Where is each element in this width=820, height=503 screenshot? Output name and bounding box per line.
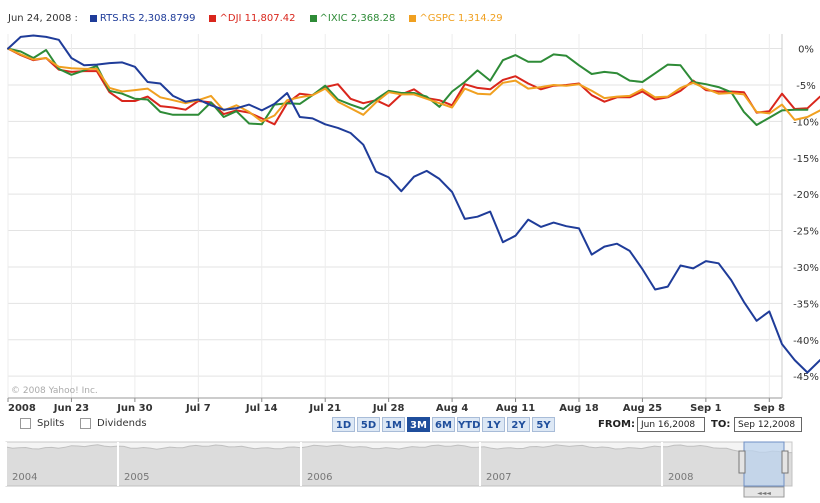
splits-label: Splits [37,418,65,429]
splits-toggle[interactable]: Splits [20,418,64,429]
range-button-5y[interactable]: 5Y [532,417,555,432]
x-tick-label: Aug 11 [496,403,535,414]
y-tick-label: -30% [793,263,819,274]
range-buttons: 1D 5D 1M 3M 6M YTD 1Y 2Y 5Y [332,417,557,432]
legend-date: Jun 24, 2008 : [8,12,78,24]
overview-scroll-thumb[interactable] [743,486,785,498]
overview-year-label: 2006 [307,472,332,483]
x-tick-label: Sep 1 [690,403,722,414]
y-tick-label: -35% [793,299,819,310]
chart-area: 0% -5% -10% -15% -20% -25% -30% -35% -40% -45% 200… [7,34,820,414]
legend-row: Jun 24, 2008 : RTS.RS 2,308.8799 ^DJI 11… [8,10,517,26]
series-line-gspc [7,47,820,123]
overview-selection[interactable] [743,441,785,487]
splits-checkbox[interactable] [20,418,31,429]
legend-item-gspc[interactable]: ^GSPC 1,314.29 [409,12,503,24]
range-button-1y[interactable]: 1Y [482,417,505,432]
overview-year-label: 2008 [668,472,693,483]
x-tick-label: Jul 14 [245,403,278,414]
overview-navigator[interactable]: 2004 2005 2006 2007 2008 ◄◄◄ [0,439,820,500]
legend-item-rts[interactable]: RTS.RS 2,308.8799 [89,12,196,24]
series-line-ixic [7,47,809,126]
dividends-toggle[interactable]: Dividends [80,418,147,429]
x-tick-label: 2008 [8,403,36,414]
legend-label-rts: RTS.RS 2,308.8799 [99,12,196,24]
y-tick-label: -20% [793,190,819,201]
legend-item-dji[interactable]: ^DJI 11,807.42 [209,12,296,24]
from-label: FROM: [598,419,635,430]
x-tick-label: Sep 8 [754,403,786,414]
x-tick-label: Aug 4 [436,403,468,414]
legend-swatch-dji [209,14,217,22]
legend-item-ixic[interactable]: ^IXIC 2,368.28 [309,12,396,24]
x-tick-label: Jun 30 [116,403,152,414]
yahoo-watermark: © 2008 Yahoo! Inc. [11,386,98,396]
legend-label-gspc: ^GSPC 1,314.29 [419,12,503,24]
chart-controls: Splits Dividends 1D 5D 1M 3M 6M YTD 1Y 2Y 5Y FRO… [0,415,820,437]
overview-year-label: 2004 [12,472,37,483]
x-tick-label: Aug 18 [559,403,598,414]
y-tick-label: -15% [793,154,819,165]
plot-area [8,34,782,398]
x-tick-label: Jul 28 [372,403,405,414]
x-tick-label: Aug 25 [623,403,662,414]
x-tick-label: Jul 7 [185,403,211,414]
range-button-6m[interactable]: 6M [432,417,455,432]
overview-right-handle[interactable] [781,450,789,474]
dividends-label: Dividends [97,418,147,429]
overview-chart[interactable]: 2004 2005 2006 2007 2008 ◄◄◄ [0,439,820,500]
y-tick-label: -5% [796,81,815,92]
y-tick-label: -45% [793,372,819,383]
y-tick-label: -25% [793,227,819,238]
range-button-3m[interactable]: 3M [407,417,430,432]
legend-swatch-ixic [309,14,317,22]
legend-label-ixic: ^IXIC 2,368.28 [319,12,396,24]
legend-swatch-rts [89,14,97,22]
overview-year-label: 2007 [486,472,511,483]
y-tick-label: 0% [798,45,814,56]
overview-left-handle[interactable] [738,450,746,474]
to-label: TO: [711,419,731,430]
x-tick-label: Jul 21 [308,403,341,414]
range-button-1d[interactable]: 1D [332,417,355,432]
range-button-1m[interactable]: 1M [382,417,405,432]
from-date-field[interactable]: Jun 16,2008 [637,417,705,432]
price-comparison-chart: 0% -5% -10% -15% -20% -25% -30% -35% -40% -45% 200… [7,34,820,414]
x-tick-label: Jun 23 [53,403,89,414]
range-button-ytd[interactable]: YTD [457,417,480,432]
to-date-field[interactable]: Sep 12,2008 [734,417,802,432]
dividends-checkbox[interactable] [80,418,91,429]
y-tick-label: -10% [793,117,819,128]
overview-area [5,444,793,487]
range-button-2y[interactable]: 2Y [507,417,530,432]
range-button-5d[interactable]: 5D [357,417,380,432]
legend-label-dji: ^DJI 11,807.42 [219,12,296,24]
overview-year-label: 2005 [124,472,149,483]
series-line-rtsrs [7,34,820,374]
overview-grip-icon: ◄◄◄ [757,490,771,497]
legend-swatch-gspc [409,14,417,22]
legend-bar: Jun 24, 2008 : RTS.RS 2,308.8799 ^DJI 11… [0,0,820,36]
y-tick-label: -40% [793,336,819,347]
